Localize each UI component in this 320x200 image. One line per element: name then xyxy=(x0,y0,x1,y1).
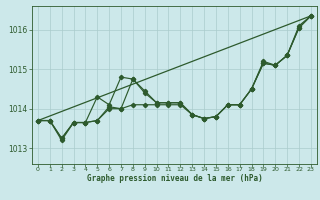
X-axis label: Graphe pression niveau de la mer (hPa): Graphe pression niveau de la mer (hPa) xyxy=(86,174,262,183)
